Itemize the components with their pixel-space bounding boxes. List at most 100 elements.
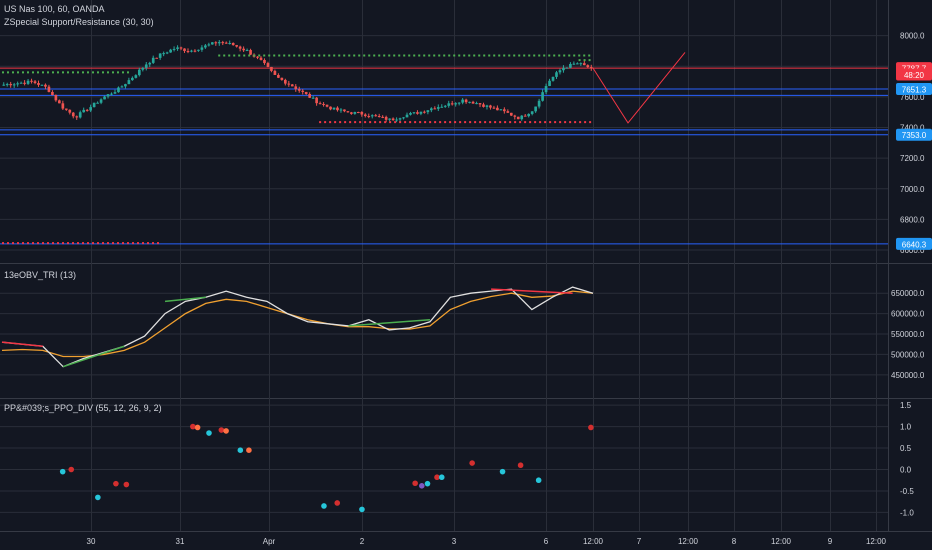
price-label-text: 48:20 bbox=[904, 71, 925, 80]
candle-body bbox=[273, 70, 277, 75]
candle-body bbox=[270, 66, 273, 71]
candle-body bbox=[64, 108, 68, 110]
candle-body bbox=[346, 111, 350, 113]
time-tick-label: Apr bbox=[263, 537, 276, 546]
price-tick-label: 7000.0 bbox=[900, 185, 925, 194]
price-label-text: 6640.3 bbox=[902, 240, 927, 249]
candle-body bbox=[210, 42, 214, 45]
candle-body bbox=[562, 67, 565, 71]
candle-body bbox=[506, 111, 510, 113]
candle-body bbox=[464, 99, 468, 103]
ppo-point bbox=[237, 447, 244, 454]
candle-body bbox=[134, 75, 138, 78]
candle-body bbox=[96, 102, 99, 104]
candle-body bbox=[197, 49, 200, 51]
obv-tick-label: 450000.0 bbox=[891, 371, 925, 380]
candle-body bbox=[85, 109, 89, 111]
candle-body bbox=[433, 108, 437, 110]
candle-body bbox=[530, 111, 534, 114]
indicator-title: ZSpecial Support/Resistance (30, 30) bbox=[4, 17, 154, 27]
candle-body bbox=[381, 116, 385, 118]
time-tick-label: 12:00 bbox=[771, 537, 792, 546]
candle-body bbox=[144, 64, 148, 68]
candle-body bbox=[26, 80, 30, 84]
time-tick-label: 2 bbox=[360, 537, 365, 546]
candle-body bbox=[117, 87, 120, 93]
candle-body bbox=[440, 106, 444, 108]
candle-body bbox=[162, 53, 165, 55]
candle-body bbox=[103, 96, 106, 100]
candle-body bbox=[569, 63, 572, 68]
candle-body bbox=[402, 117, 405, 119]
ppo-point bbox=[334, 500, 341, 506]
candle-body bbox=[16, 83, 19, 85]
ppo-point bbox=[419, 483, 425, 489]
obv-tick-label: 650000.0 bbox=[891, 289, 925, 298]
candle-body bbox=[308, 94, 312, 98]
candle-body bbox=[516, 116, 520, 120]
candle-body bbox=[475, 103, 478, 105]
candle-body bbox=[238, 46, 242, 49]
price-label-tag bbox=[896, 128, 932, 141]
candle-body bbox=[523, 115, 527, 117]
candle-body bbox=[228, 42, 232, 44]
candle-body bbox=[461, 99, 464, 103]
candle-body bbox=[224, 42, 228, 44]
candle-body bbox=[207, 44, 211, 46]
candle-body bbox=[353, 111, 357, 114]
price-label-tag bbox=[896, 68, 932, 81]
ppo-point bbox=[535, 477, 542, 484]
candle-body bbox=[360, 112, 364, 115]
price-tick-label: 7600.0 bbox=[900, 93, 925, 102]
candle-body bbox=[99, 99, 103, 103]
candle-body bbox=[576, 63, 579, 65]
candle-body bbox=[343, 109, 346, 112]
candle-body bbox=[259, 57, 263, 60]
candle-body bbox=[193, 50, 197, 52]
candle-body bbox=[165, 52, 169, 54]
candle-body bbox=[294, 86, 298, 90]
candle-body bbox=[527, 113, 531, 117]
ppo-point bbox=[412, 480, 418, 487]
candle-body bbox=[172, 48, 176, 50]
candle-body bbox=[492, 107, 496, 109]
candle-body bbox=[548, 80, 551, 87]
ppo-tick-label: 1.0 bbox=[900, 423, 912, 432]
candle-body bbox=[582, 63, 586, 66]
price-tick-label: 6800.0 bbox=[900, 215, 925, 224]
candle-body bbox=[367, 116, 371, 118]
candle-body bbox=[110, 93, 113, 95]
candle-body bbox=[283, 79, 287, 84]
price-label-text: 7353.0 bbox=[902, 131, 927, 140]
ppo-tick-label: 0.0 bbox=[900, 466, 912, 475]
ppo-point bbox=[95, 494, 101, 501]
candle-body bbox=[558, 70, 562, 73]
ppo-point bbox=[218, 427, 225, 433]
candle-body bbox=[186, 51, 190, 53]
candle-body bbox=[489, 105, 492, 108]
candle-body bbox=[169, 49, 172, 53]
candle-body bbox=[423, 111, 426, 113]
candle-body bbox=[374, 115, 378, 117]
candle-body bbox=[217, 42, 221, 44]
candle-body bbox=[447, 103, 451, 106]
candle-body bbox=[297, 89, 301, 91]
obv-tick-label: 550000.0 bbox=[891, 330, 925, 339]
candle-body bbox=[478, 103, 482, 105]
candle-body bbox=[586, 65, 590, 68]
price-tick-label: 7400.0 bbox=[900, 124, 925, 133]
ppo-point bbox=[359, 506, 365, 513]
price-label-tag bbox=[896, 237, 932, 250]
time-tick-label: 6 bbox=[544, 537, 549, 546]
candle-body bbox=[450, 103, 454, 105]
candle-body bbox=[148, 62, 152, 65]
candle-body bbox=[33, 81, 37, 84]
ppo-point bbox=[113, 480, 119, 487]
candle-body bbox=[75, 116, 79, 118]
candle-body bbox=[416, 112, 419, 114]
candle-body bbox=[496, 107, 499, 111]
ppo-point bbox=[194, 424, 201, 431]
candle-body bbox=[339, 109, 343, 111]
